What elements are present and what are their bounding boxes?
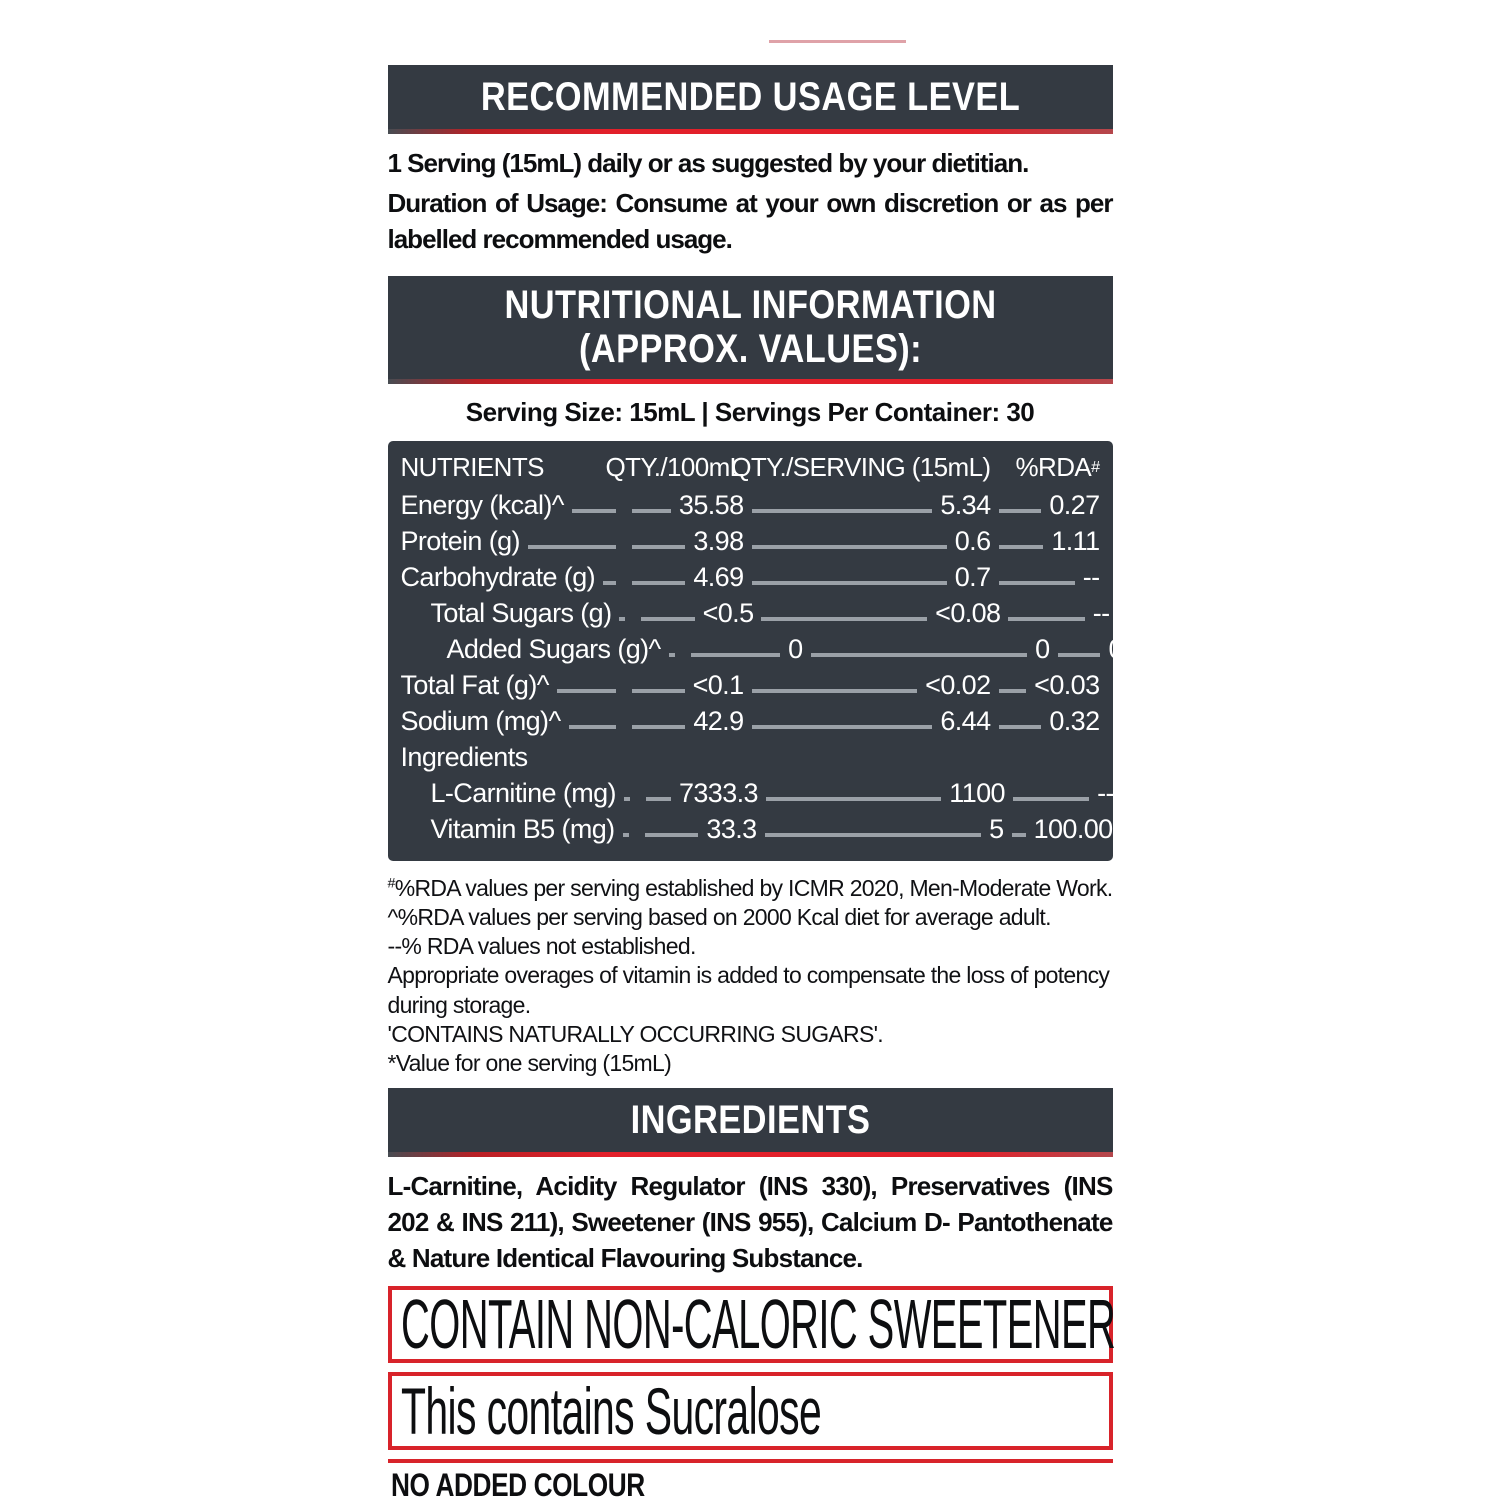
leader-line xyxy=(998,508,1042,513)
footnote: Appropriate overages of vitamin is added… xyxy=(387,962,1110,1018)
leader-line xyxy=(1012,796,1090,801)
nutritional-information-header-bar: NUTRITIONAL INFORMATION (APPROX. VALUES)… xyxy=(387,275,1113,379)
table-row-added-sugars: Added Sugars (g)^ 0 0 0.00 xyxy=(446,633,1160,664)
leader-line xyxy=(751,724,933,729)
leader-line xyxy=(690,652,781,657)
leader-line xyxy=(527,544,616,549)
sucralose-box: This contains Sucralose xyxy=(387,1371,1113,1450)
leader-line xyxy=(1011,832,1026,837)
usage-serving-line: 1 Serving (15mL) daily or as suggested b… xyxy=(387,148,1030,178)
leader-line xyxy=(631,724,686,729)
leader-line xyxy=(641,616,695,621)
leader-line xyxy=(619,616,626,621)
leader-line xyxy=(631,580,686,585)
col-rda: %RDA # xyxy=(991,449,1101,485)
leader-line xyxy=(761,616,928,621)
leader-line xyxy=(751,508,933,513)
sucralose-text: This contains Sucralose xyxy=(400,1373,822,1448)
leader-line xyxy=(751,580,947,585)
header-accent-line xyxy=(387,1152,1113,1158)
leader-line xyxy=(622,832,629,837)
footnote: --% RDA values not established. xyxy=(387,933,697,960)
ingredients-text: L-Carnitine, Acidity Regulator (INS 330)… xyxy=(387,1171,1114,1273)
header-accent-line xyxy=(387,129,1113,134)
table-row-l-carnitine: L-Carnitine (mg) 7333.3 1100 -- xyxy=(430,777,1115,808)
table-row-total-sugars: Total Sugars (g) <0.5 <0.08 -- xyxy=(430,597,1111,628)
non-caloric-sweetener-box: CONTAIN NON-CALORIC SWEETENER xyxy=(387,1285,1116,1364)
nutrition-table-header-row: NUTRIENTS QTY./100mL QTY./SERVING (15mL)… xyxy=(400,449,1101,485)
recommended-usage-title: RECOMMENDED USAGE LEVEL xyxy=(480,75,1020,119)
leader-line xyxy=(751,544,947,549)
leader-line xyxy=(765,796,942,801)
col-qty-100ml: QTY./100mL xyxy=(605,451,744,482)
leader-line xyxy=(644,832,699,837)
leader-line xyxy=(998,688,1027,693)
leader-line xyxy=(568,724,616,729)
footnote: #%RDA values per serving established by … xyxy=(387,874,1114,901)
ingredients-section: INGREDIENTS L-Carnitine, Acidity Regulat… xyxy=(387,1088,1114,1277)
rda-superscript: # xyxy=(1091,457,1100,476)
footnotes: #%RDA values per serving established by … xyxy=(387,874,1114,1078)
col-nutrients: NUTRIENTS xyxy=(400,451,545,482)
recommended-usage-header-bar: RECOMMENDED USAGE LEVEL xyxy=(387,65,1113,129)
leader-line xyxy=(668,652,675,657)
table-row-total-fat: Total Fat (g)^ <0.1 <0.02 <0.03 xyxy=(400,669,1101,700)
table-row-carbohydrate: Carbohydrate (g) 4.69 0.7 -- xyxy=(400,561,1101,592)
leader-line xyxy=(1008,616,1085,621)
header-accent-line xyxy=(387,378,1113,384)
recommended-usage-section: RECOMMENDED USAGE LEVEL 1 Serving (15mL)… xyxy=(387,65,1114,258)
table-row-ingredients-subheader: Ingredients xyxy=(400,741,529,772)
table-row-energy: Energy (kcal)^ 35.58 5.34 0.27 xyxy=(400,489,1101,520)
leader-line xyxy=(751,688,918,693)
label-column: RECOMMENDED USAGE LEVEL 1 Serving (15mL)… xyxy=(387,0,1160,1500)
ingredients-header-bar: INGREDIENTS xyxy=(387,1088,1113,1153)
serving-size-line: Serving Size: 15mL | Servings Per Contai… xyxy=(465,396,1035,427)
leader-line xyxy=(571,508,616,513)
leader-line xyxy=(645,796,671,801)
nutritional-information-title-line1: NUTRITIONAL INFORMATION xyxy=(503,282,997,327)
footnote: ^%RDA values per serving based on 2000 K… xyxy=(387,903,1052,930)
usage-duration-text: Duration of Usage: Consume at your own d… xyxy=(387,188,1114,254)
table-row-vitamin-b5: Vitamin B5 (mg) 33.3 5 100.00 xyxy=(430,813,1114,844)
leader-line xyxy=(810,652,1028,657)
footnote: *Value for one serving (15mL) xyxy=(387,1049,672,1076)
nutritional-information-section: NUTRITIONAL INFORMATION (APPROX. VALUES)… xyxy=(387,275,1160,1078)
no-added-colour-strip: NO ADDED COLOUR xyxy=(387,1458,1113,1500)
leader-line xyxy=(623,796,630,801)
col-qty-serving: QTY./SERVING (15mL) xyxy=(731,451,991,482)
leader-line xyxy=(1057,652,1101,657)
leader-line xyxy=(998,544,1044,549)
footnote: 'CONTAINS NATURALLY OCCURRING SUGARS'. xyxy=(387,1020,884,1047)
leader-line xyxy=(631,688,685,693)
leader-line xyxy=(631,508,671,513)
nutrition-table: NUTRIENTS QTY./100mL QTY./SERVING (15mL)… xyxy=(387,440,1160,861)
leader-line xyxy=(603,580,616,585)
leader-line xyxy=(556,688,616,693)
table-row-protein: Protein (g) 3.98 0.6 1.11 xyxy=(400,525,1101,556)
top-partial-line xyxy=(768,40,906,43)
no-added-colour-text: NO ADDED COLOUR xyxy=(390,1466,645,1500)
leader-line xyxy=(998,580,1075,585)
leader-line xyxy=(631,544,686,549)
non-caloric-sweetener-text: CONTAIN NON-CALORIC SWEETENER xyxy=(400,1285,1116,1364)
nutritional-information-title-line2: (APPROX. VALUES): xyxy=(578,326,922,371)
leader-line xyxy=(764,832,982,837)
leader-line xyxy=(998,724,1042,729)
ingredients-title: INGREDIENTS xyxy=(630,1098,870,1143)
table-row-sodium: Sodium (mg)^ 42.9 6.44 0.32 xyxy=(400,705,1101,736)
